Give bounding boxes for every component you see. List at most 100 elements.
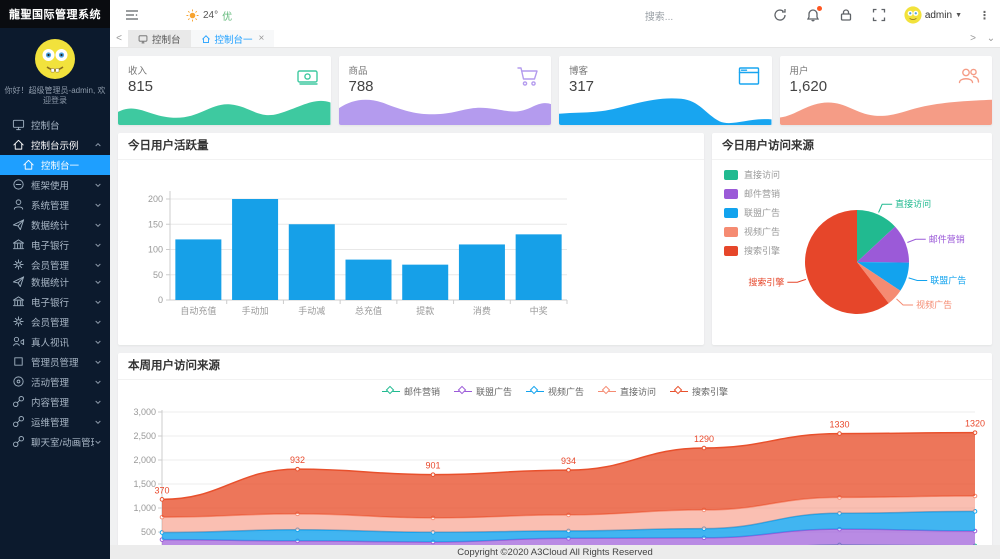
stat-card-2[interactable]: 博客 317 bbox=[559, 56, 772, 125]
sidebar-item-label: 电子银行 bbox=[31, 240, 70, 252]
bar-中奖[interactable] bbox=[515, 234, 562, 300]
sidebar-item-5[interactable]: 电子银行 bbox=[0, 235, 110, 255]
sidebar-item-14[interactable]: 运维管理 bbox=[0, 412, 110, 432]
main-area: 24° 优 搜索... bbox=[110, 0, 1000, 559]
fullscreen-icon[interactable] bbox=[871, 7, 887, 23]
sidebar-item-label: 电子银行 bbox=[31, 297, 70, 309]
sidebar-item-13[interactable]: 内容管理 bbox=[0, 392, 110, 412]
svg-text:500: 500 bbox=[141, 527, 156, 537]
hamburger-icon[interactable] bbox=[124, 7, 140, 23]
legend-item-搜索引擎[interactable]: 搜索引擎 bbox=[724, 244, 780, 257]
card-sparkline bbox=[779, 95, 992, 125]
sidebar-item-4[interactable]: 数据统计 bbox=[0, 215, 110, 235]
sidebar-item-1[interactable]: 控制台示例 bbox=[0, 135, 110, 155]
legend-label: 视频广告 bbox=[547, 386, 584, 397]
bar-手动加[interactable] bbox=[232, 199, 279, 300]
card-top: 用户 1,620 bbox=[780, 56, 993, 95]
tabs-next-button[interactable]: > bbox=[970, 33, 976, 44]
search-input[interactable]: 搜索... bbox=[644, 11, 674, 23]
legend-item-邮件营销[interactable]: 邮件营销 bbox=[724, 187, 780, 200]
sidebar-item-8[interactable]: 电子银行 bbox=[0, 292, 110, 312]
panel-title: 本周用户访问来源 bbox=[118, 353, 992, 380]
legend-item-视频广告[interactable]: 视频广告 bbox=[525, 385, 584, 398]
legend-label: 搜索引擎 bbox=[744, 246, 781, 256]
chevron-down-icon bbox=[94, 241, 102, 249]
bar-手动减[interactable] bbox=[288, 224, 335, 300]
chevron-down-icon bbox=[94, 438, 102, 446]
close-icon[interactable]: × bbox=[258, 33, 265, 44]
user-avatar[interactable] bbox=[34, 38, 76, 80]
legend-marker bbox=[453, 385, 472, 396]
chevron-down-icon bbox=[94, 278, 102, 286]
chevron-down-icon bbox=[94, 181, 102, 189]
sidebar-item-3[interactable]: 系统管理 bbox=[0, 195, 110, 215]
sidebar-item-15[interactable]: 聊天室/动画管理 bbox=[0, 432, 110, 452]
desktop-icon bbox=[138, 34, 148, 43]
legend-item-直接访问[interactable]: 直接访问 bbox=[724, 168, 780, 181]
svg-text:150: 150 bbox=[148, 219, 163, 229]
bar-消费[interactable] bbox=[458, 244, 505, 300]
area-band-搜索引擎[interactable] bbox=[162, 432, 975, 518]
legend-marker bbox=[670, 385, 689, 396]
kebab-menu-icon[interactable]: ⋮ bbox=[979, 9, 990, 22]
sidebar-item-9[interactable]: 会员管理 bbox=[0, 312, 110, 332]
svg-text:手动减: 手动减 bbox=[298, 305, 325, 316]
tab-label: 控制台 bbox=[152, 34, 181, 46]
sidebar-item-0[interactable]: 控制台 bbox=[0, 115, 110, 135]
refresh-icon[interactable] bbox=[772, 7, 788, 23]
card-label: 商品 bbox=[348, 66, 368, 77]
sidebar-item-2[interactable]: 框架使用 bbox=[0, 175, 110, 195]
pie-slice-邮件营销[interactable] bbox=[857, 226, 909, 263]
card-sparkline bbox=[559, 95, 772, 125]
bell-icon[interactable] bbox=[805, 6, 822, 23]
lock-icon[interactable] bbox=[838, 7, 854, 23]
svg-text:1,000: 1,000 bbox=[133, 503, 156, 513]
tabs-collapse-button[interactable]: ⌄ bbox=[986, 33, 996, 44]
legend-item-邮件营销[interactable]: 邮件营销 bbox=[381, 385, 440, 398]
sun-icon bbox=[186, 8, 199, 22]
panel-visit-source-week: 本周用户访问来源 邮件营销 联盟广告 视频广告 直接访问 搜索引擎 500 1,000 1,… bbox=[118, 353, 992, 559]
desktop-icon bbox=[12, 118, 25, 131]
sidebar-item-label: 会员管理 bbox=[31, 317, 70, 329]
pie-slice-视频广告[interactable] bbox=[857, 262, 901, 304]
area-data-label: 901 bbox=[425, 461, 440, 471]
legend-item-联盟广告[interactable]: 联盟广告 bbox=[724, 206, 780, 219]
legend-swatch bbox=[724, 188, 738, 199]
user-menu[interactable]: admin ▼ bbox=[904, 6, 962, 24]
pie-slice-联盟广告[interactable] bbox=[857, 262, 909, 291]
pie-slice-直接访问[interactable] bbox=[857, 210, 896, 262]
tabs-prev-button[interactable]: < bbox=[116, 33, 122, 44]
legend-item-视频广告[interactable]: 视频广告 bbox=[724, 225, 780, 238]
legend-item-联盟广告[interactable]: 联盟广告 bbox=[453, 385, 512, 398]
bar-总充值[interactable] bbox=[345, 259, 392, 300]
legend-item-直接访问[interactable]: 直接访问 bbox=[598, 385, 656, 398]
stat-card-1[interactable]: 商品 788 bbox=[338, 56, 551, 125]
area-band-直接访问[interactable] bbox=[162, 496, 975, 533]
bar-自动充值[interactable] bbox=[175, 239, 222, 300]
sidebar-item-6[interactable]: 会员管理 bbox=[0, 255, 110, 275]
pie-slice-搜索引擎[interactable] bbox=[805, 210, 889, 314]
sidebar-item-10[interactable]: 真人视讯 bbox=[0, 332, 110, 352]
panel-daily-activity: 今日用户活跃量 0 50 100 150 200 自动充值 手动加 手动减 总充值 提款 消费 中奖 bbox=[118, 133, 704, 345]
sidebar-item-12[interactable]: 活动管理 bbox=[0, 372, 110, 392]
tab-控制台一[interactable]: 控制台一 × bbox=[190, 30, 275, 47]
legend-label: 联盟广告 bbox=[744, 208, 781, 218]
sidebar-item-7[interactable]: 数据统计 bbox=[0, 272, 110, 292]
stat-cards: 收入 815 商品 788 博客 317 用户 1,620 bbox=[118, 56, 992, 125]
sidebar-item-label: 会员管理 bbox=[31, 260, 70, 272]
stat-card-3[interactable]: 用户 1,620 bbox=[779, 56, 993, 125]
legend-marker bbox=[381, 385, 400, 396]
sidebar-subitem-1-0[interactable]: 控制台一 bbox=[0, 154, 110, 175]
legend-item-搜索引擎[interactable]: 搜索引擎 bbox=[670, 385, 728, 398]
stat-card-0[interactable]: 收入 815 bbox=[118, 56, 331, 125]
legend-diamond bbox=[457, 385, 467, 395]
svg-text:50: 50 bbox=[153, 270, 163, 280]
legend-diamond bbox=[385, 385, 395, 395]
legend-diamond bbox=[601, 385, 611, 395]
area-band-视频广告[interactable] bbox=[162, 511, 975, 542]
legend-diamond bbox=[673, 385, 683, 395]
sidebar-item-11[interactable]: 管理员管理 bbox=[0, 352, 110, 372]
chevron-down-icon bbox=[94, 318, 102, 326]
tab-控制台[interactable]: 控制台 bbox=[128, 30, 191, 47]
bar-提款[interactable] bbox=[402, 264, 449, 300]
